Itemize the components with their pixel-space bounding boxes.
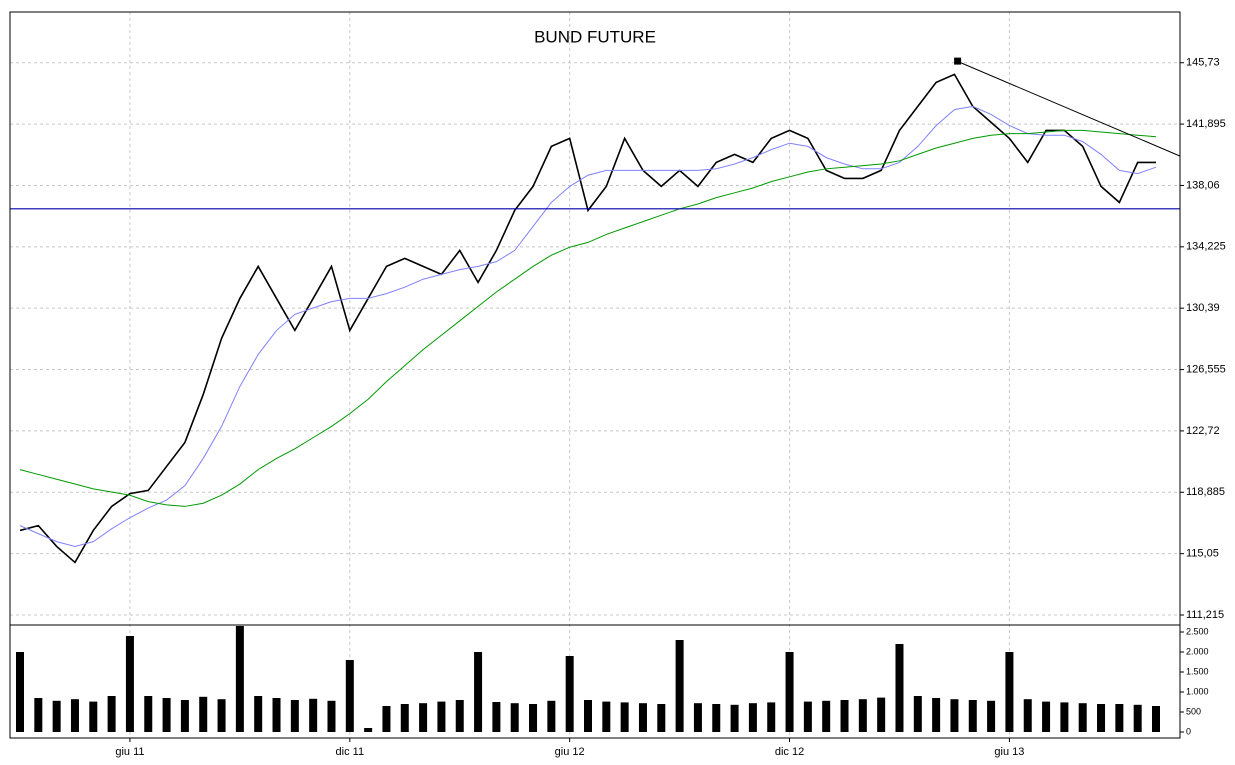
volume-bar xyxy=(1005,652,1014,732)
volume-bar xyxy=(968,700,977,732)
volume-bar xyxy=(1115,704,1124,732)
volume-bar xyxy=(52,700,61,732)
volume-bar xyxy=(1078,703,1087,732)
trend-line xyxy=(957,61,1181,157)
volume-bar xyxy=(584,700,592,732)
y-tick-label: 500 xyxy=(1186,706,1201,716)
volume-bar xyxy=(748,703,757,732)
y-tick-label: 145,73 xyxy=(1186,57,1220,69)
y-tick-label: 138,06 xyxy=(1186,179,1220,191)
y-tick-label: 134,225 xyxy=(1186,241,1226,253)
volume-bar xyxy=(785,652,794,732)
volume-bar xyxy=(767,702,776,732)
volume-bar xyxy=(1097,704,1106,732)
volume-bar xyxy=(492,702,501,732)
volume-bar xyxy=(455,700,464,732)
y-tick-label: 0 xyxy=(1186,726,1191,736)
volume-bar xyxy=(364,728,373,732)
volume-bar xyxy=(1133,704,1142,732)
y-tick-label: 2.000 xyxy=(1186,646,1209,656)
volume-bar xyxy=(107,696,116,732)
price-line xyxy=(19,73,1156,564)
x-tick-label: dic 11 xyxy=(336,746,365,758)
volume-bar xyxy=(547,700,556,732)
x-tick-label: dic 12 xyxy=(775,746,804,758)
volume-bar xyxy=(657,704,666,732)
volume-bar xyxy=(34,698,43,732)
y-tick-label: 1.000 xyxy=(1186,686,1209,696)
volume-bar xyxy=(272,698,281,732)
volume-bar xyxy=(345,660,354,732)
y-tick-label: 115,05 xyxy=(1186,548,1219,560)
volume-bar xyxy=(16,652,24,732)
y-tick-label: 130,39 xyxy=(1186,302,1220,314)
y-tick-label: 118,885 xyxy=(1186,486,1225,498)
volume-bar xyxy=(437,701,446,732)
volume-bar xyxy=(180,700,189,732)
y-tick-label: 122,72 xyxy=(1186,425,1220,437)
volume-bar xyxy=(1152,706,1160,732)
y-tick-label: 126,555 xyxy=(1186,363,1226,375)
volume-bar xyxy=(217,699,226,732)
x-tick-label: giu 13 xyxy=(994,746,1024,758)
volume-bar xyxy=(877,697,886,732)
volume-bar xyxy=(290,700,299,732)
volume-bar xyxy=(913,696,922,732)
volume-bar xyxy=(712,704,721,732)
trend-anchor xyxy=(954,57,962,65)
volume-bar xyxy=(803,701,812,732)
volume-bar xyxy=(529,704,538,732)
x-tick-label: giu 12 xyxy=(555,746,585,758)
volume-bar xyxy=(474,652,483,732)
volume-bar xyxy=(932,698,941,732)
volume-bar xyxy=(254,696,263,732)
volume-bar xyxy=(987,700,996,732)
volume-bar xyxy=(620,702,629,732)
plot-border xyxy=(9,11,1181,739)
volume-bar xyxy=(382,706,391,732)
volume-bar xyxy=(1023,699,1032,732)
volume-bar xyxy=(400,704,409,732)
y-tick-label: 141,895 xyxy=(1186,118,1226,130)
volume-bar xyxy=(730,704,739,732)
volume-bar xyxy=(199,696,208,732)
volume-bar xyxy=(327,700,336,732)
volume-bar xyxy=(950,699,959,732)
volume-bar xyxy=(858,699,867,732)
volume-bar xyxy=(1060,702,1069,732)
volume-bar xyxy=(675,640,684,732)
volume-bar xyxy=(510,703,519,732)
y-tick-label: 1.500 xyxy=(1186,666,1209,676)
volume-bar xyxy=(1042,701,1051,732)
volume-bar xyxy=(419,703,428,732)
volume-bar xyxy=(235,626,244,732)
volume-bar xyxy=(693,703,702,732)
volume-bar xyxy=(602,701,611,732)
volume-bar xyxy=(125,636,134,732)
y-tick-label: 111,215 xyxy=(1186,609,1224,621)
volume-bar xyxy=(840,700,849,732)
price-line xyxy=(19,129,1157,507)
volume-bar xyxy=(895,644,904,732)
volume-bar xyxy=(638,703,647,732)
volume-bar xyxy=(162,698,171,732)
volume-bar xyxy=(565,656,574,732)
volume-bar xyxy=(309,698,318,732)
volume-bar xyxy=(822,700,831,732)
price-line xyxy=(19,105,1157,547)
volume-bar xyxy=(144,696,153,732)
chart-title: BUND FUTURE xyxy=(534,27,656,46)
y-tick-label: 2.500 xyxy=(1186,626,1209,636)
volume-bar xyxy=(70,699,79,732)
volume-bar xyxy=(89,701,98,732)
x-tick-label: giu 11 xyxy=(115,746,144,758)
